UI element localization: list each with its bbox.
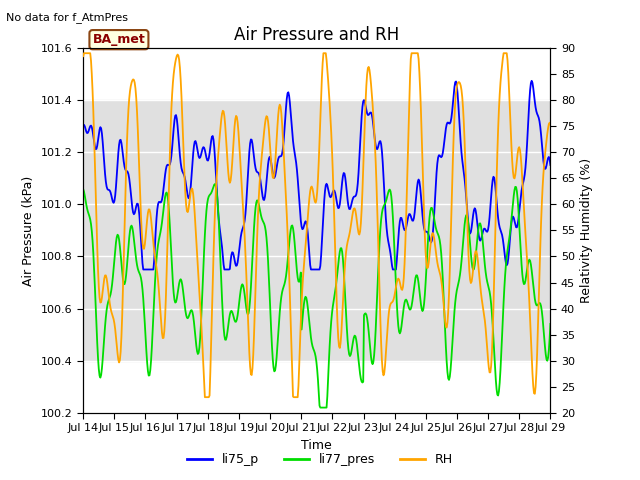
Bar [83, 100, 550, 360]
Y-axis label: Relativity Humidity (%): Relativity Humidity (%) [580, 158, 593, 303]
Legend: li75_p, li77_pres, RH: li75_p, li77_pres, RH [182, 448, 458, 471]
Text: BA_met: BA_met [93, 33, 145, 46]
Text: No data for f_AtmPres: No data for f_AtmPres [6, 12, 129, 23]
Y-axis label: Air Pressure (kPa): Air Pressure (kPa) [22, 175, 35, 286]
X-axis label: Time: Time [301, 439, 332, 452]
Title: Air Pressure and RH: Air Pressure and RH [234, 25, 399, 44]
